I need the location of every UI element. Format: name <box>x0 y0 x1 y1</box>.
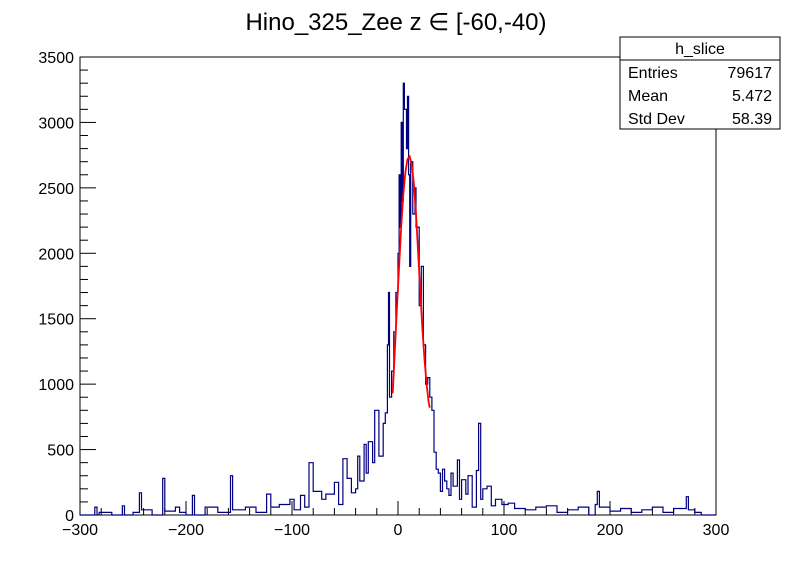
chart-title: Hino_325_Zee z ∈ [-60,-40) <box>245 9 546 36</box>
y-tick-label: 500 <box>47 443 74 460</box>
x-tick-label: 100 <box>491 522 518 539</box>
x-tick-label: −100 <box>274 522 310 539</box>
y-tick-label: 1500 <box>38 312 74 329</box>
x-tick-label: 300 <box>703 522 730 539</box>
y-axis: 0 500 1000 1500 2000 2500 3000 3500 <box>38 50 96 525</box>
x-tick-label: 200 <box>597 522 624 539</box>
y-tick-label: 1000 <box>38 377 74 394</box>
stats-label-std-dev: Std Dev <box>628 111 685 128</box>
stats-label-entries: Entries <box>628 65 678 82</box>
stats-value-mean: 5.472 <box>732 88 772 105</box>
y-tick-label: 2500 <box>38 181 74 198</box>
y-tick-label: 0 <box>65 508 74 525</box>
x-tick-label: −200 <box>168 522 204 539</box>
histogram-series <box>80 82 716 516</box>
stats-label-mean: Mean <box>628 88 668 105</box>
stats-box: h_slice Entries 79617 Mean 5.472 Std Dev… <box>619 36 781 130</box>
stats-value-std-dev: 58.39 <box>732 111 772 128</box>
stats-box-frame <box>619 36 781 130</box>
x-tick-label: −300 <box>62 522 98 539</box>
stats-value-entries: 79617 <box>728 65 773 82</box>
y-tick-label: 3500 <box>38 50 74 67</box>
y-tick-label: 2000 <box>38 246 74 263</box>
stats-box-title: h_slice <box>675 41 725 58</box>
y-tick-label: 3000 <box>38 115 74 132</box>
x-axis: −300 −200 −100 0 100 200 300 <box>62 501 729 539</box>
x-tick-label: 0 <box>394 522 403 539</box>
gaussian-fit-curve <box>391 154 431 408</box>
